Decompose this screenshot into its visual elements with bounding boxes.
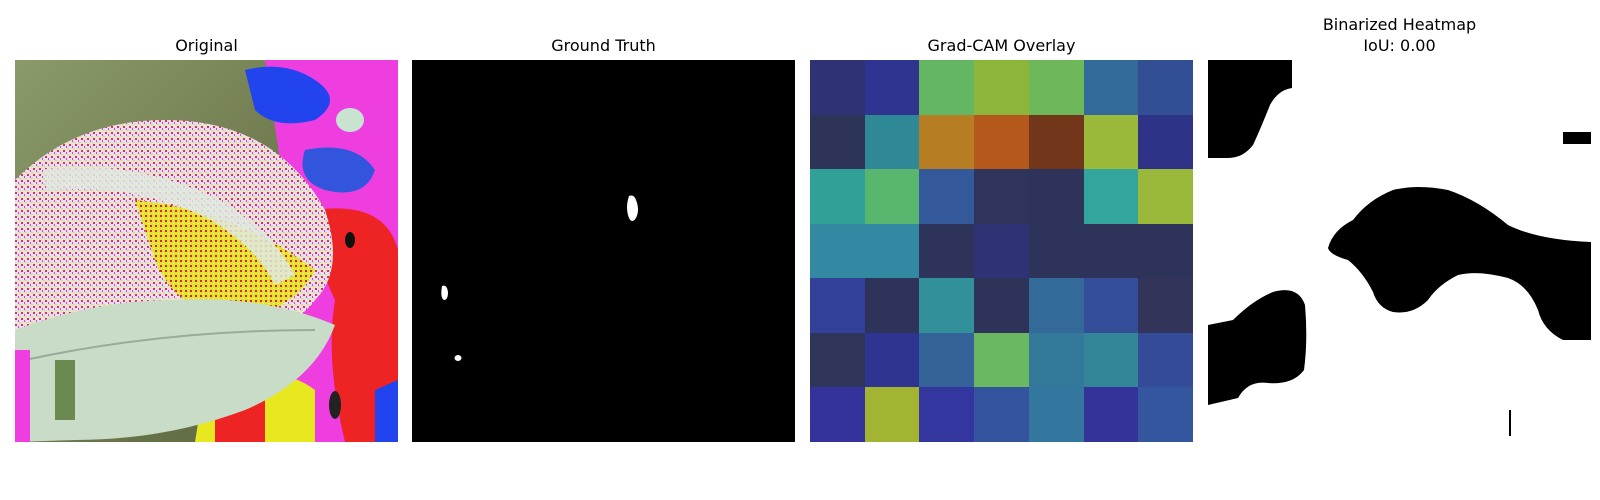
gradcam-cell (1029, 224, 1084, 278)
gradcam-cell (1084, 333, 1138, 387)
ground-truth-title: Ground Truth (551, 36, 656, 55)
gradcam-cell (1084, 169, 1138, 224)
gradcam-grid (810, 60, 1193, 442)
gradcam-cell (1084, 387, 1138, 442)
gradcam-cell (1029, 278, 1084, 333)
gradcam-title: Grad-CAM Overlay (927, 36, 1076, 55)
gradcam-cell (865, 60, 919, 115)
gradcam-cell (1029, 169, 1084, 224)
gradcam-cell (974, 169, 1029, 224)
gradcam-cell (974, 115, 1029, 169)
gradcam-cell (810, 387, 865, 442)
gradcam-overlay (810, 60, 1193, 442)
gradcam-cell (1029, 333, 1084, 387)
gradcam-cell (865, 115, 919, 169)
original-panel: Original (15, 0, 398, 500)
gradcam-cell (974, 224, 1029, 278)
gradcam-cell (810, 224, 865, 278)
gradcam-cell (919, 278, 974, 333)
gradcam-cell (974, 60, 1029, 115)
gradcam-cell (865, 278, 919, 333)
gradcam-cell (974, 333, 1029, 387)
original-title: Original (175, 36, 238, 55)
binarized-title: Binarized Heatmap (1322, 15, 1477, 34)
gradcam-cell (1138, 387, 1193, 442)
gradcam-cell (919, 169, 974, 224)
gradcam-cell (919, 115, 974, 169)
gradcam-cell (865, 387, 919, 442)
gradcam-cell (810, 333, 865, 387)
gradcam-cell (1138, 278, 1193, 333)
gradcam-cell (865, 333, 919, 387)
binarized-heatmap (1208, 60, 1591, 442)
gradcam-cell (810, 278, 865, 333)
binarized-panel: Binarized Heatmap IoU: 0.00 (1208, 0, 1591, 500)
gradcam-cell (865, 224, 919, 278)
gradcam-cell (919, 387, 974, 442)
gradcam-cell (810, 115, 865, 169)
gradcam-cell (919, 224, 974, 278)
gradcam-cell (1029, 60, 1084, 115)
gradcam-cell (1029, 115, 1084, 169)
gradcam-cell (1138, 169, 1193, 224)
gradcam-cell (919, 333, 974, 387)
iou-label: IoU: 0.00 (1363, 36, 1436, 55)
gradcam-cell (1138, 333, 1193, 387)
gradcam-cell (1084, 224, 1138, 278)
gradcam-cell (865, 169, 919, 224)
gradcam-cell (1084, 278, 1138, 333)
original-image (15, 60, 398, 442)
ground-truth-mask (412, 60, 795, 442)
gradcam-cell (810, 60, 865, 115)
gradcam-cell (974, 278, 1029, 333)
gradcam-cell (1138, 60, 1193, 115)
gradcam-cell (1084, 60, 1138, 115)
gradcam-cell (974, 387, 1029, 442)
gradcam-cell (1138, 224, 1193, 278)
gradcam-cell (1029, 387, 1084, 442)
gradcam-cell (919, 60, 974, 115)
gradcam-panel: Grad-CAM Overlay (810, 0, 1193, 500)
gradcam-cell (810, 169, 865, 224)
gradcam-cell (1084, 115, 1138, 169)
ground-truth-panel: Ground Truth (412, 0, 795, 500)
gradcam-cell (1138, 115, 1193, 169)
